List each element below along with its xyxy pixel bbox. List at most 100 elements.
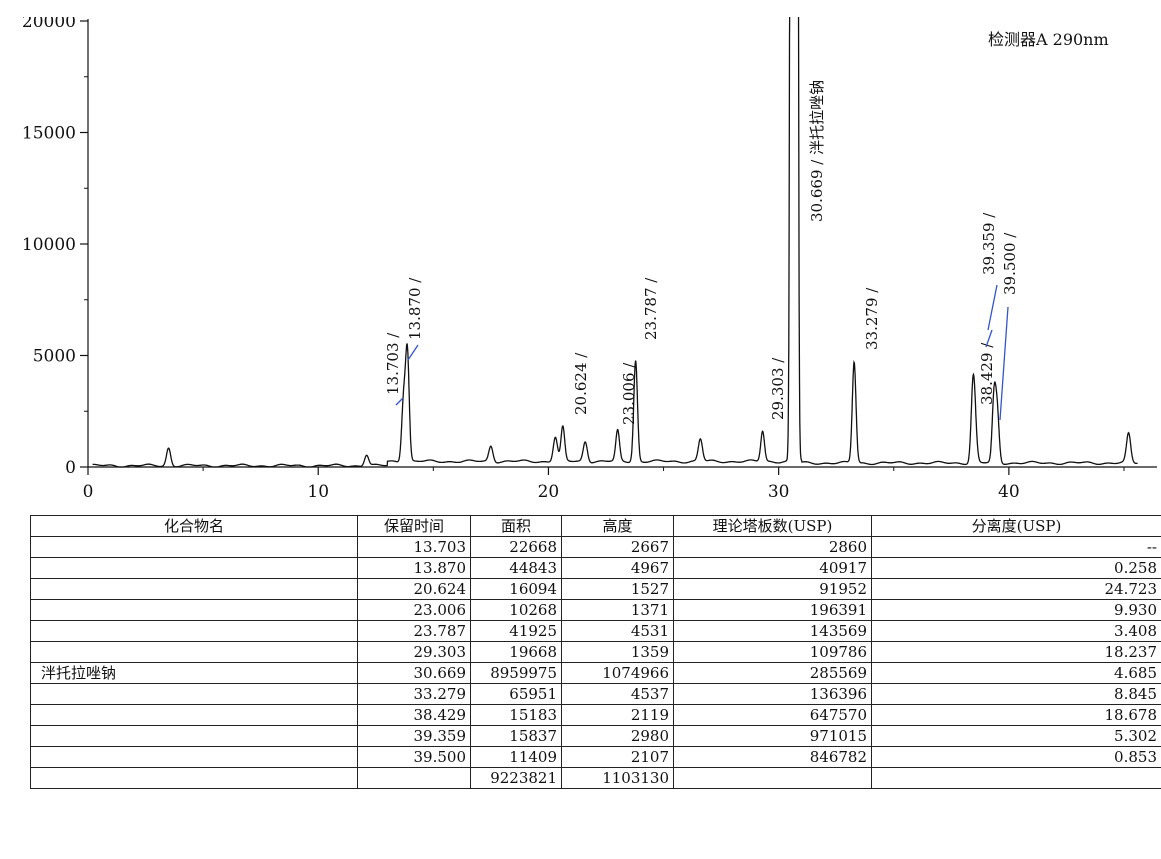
- table-cell: 9.930: [871, 599, 1161, 621]
- y-tick-label: 0: [65, 458, 76, 478]
- table-cell: [30, 704, 358, 726]
- table-cell: 1371: [561, 599, 674, 621]
- table-cell: 1359: [561, 641, 674, 663]
- table-row: 38.429 15183 2119 647570 18.678: [30, 704, 1161, 726]
- x-tick-label: 40: [998, 482, 1020, 502]
- table-cell: --: [871, 536, 1161, 558]
- table-cell: 285569: [673, 662, 872, 684]
- col-header-retention-time: 保留时间: [357, 515, 471, 537]
- table-cell: [357, 767, 471, 789]
- peak-leader-line: [985, 329, 993, 348]
- table-cell: [30, 557, 358, 579]
- peak-label: 13.870 /: [406, 277, 424, 340]
- table-cell: 2119: [561, 704, 674, 726]
- table-cell: 23.787: [357, 620, 471, 642]
- peak-label: 39.359 /: [980, 212, 998, 275]
- table-row: 20.624 16094 1527 91952 24.723: [30, 578, 1161, 600]
- table-cell: 2667: [561, 536, 674, 558]
- table-cell: 9223821: [470, 767, 562, 789]
- x-tick-label: 10: [307, 482, 329, 502]
- table-cell: 10268: [470, 599, 562, 621]
- table-cell: 24.723: [871, 578, 1161, 600]
- y-tick-label: 5000: [33, 347, 76, 367]
- col-header-resolution: 分离度(USP): [871, 515, 1161, 537]
- y-tick-label: 15000: [22, 124, 76, 144]
- table-cell: 15837: [470, 725, 562, 747]
- table-cell: 18.237: [871, 641, 1161, 663]
- table-row: 9223821 1103130: [30, 767, 1161, 789]
- table-cell: 16094: [470, 578, 562, 600]
- table-cell: [30, 599, 358, 621]
- peak-label: 13.703 /: [384, 332, 402, 395]
- x-tick-label: 30: [768, 482, 790, 502]
- table-cell: 13.870: [357, 557, 471, 579]
- table-cell: [30, 725, 358, 747]
- table-cell: 65951: [470, 683, 562, 705]
- table-cell: 1103130: [561, 767, 674, 789]
- table-cell: 2980: [561, 725, 674, 747]
- table-cell: 8.845: [871, 683, 1161, 705]
- col-header-height: 高度: [561, 515, 674, 537]
- table-cell: 4537: [561, 683, 674, 705]
- peak-label: 23.787 /: [642, 277, 660, 340]
- table-cell: 0.853: [871, 746, 1161, 768]
- table-cell: 647570: [673, 704, 872, 726]
- table-cell: 846782: [673, 746, 872, 768]
- table-cell: 3.408: [871, 620, 1161, 642]
- table-cell: 8959975: [470, 662, 562, 684]
- peak-label: 29.303 /: [769, 357, 787, 420]
- table-cell: 15183: [470, 704, 562, 726]
- table-cell: [30, 767, 358, 789]
- peak-leader-line: [407, 344, 419, 361]
- table-cell: [871, 767, 1161, 789]
- table-cell: 13.703: [357, 536, 471, 558]
- table-cell: 39.359: [357, 725, 471, 747]
- table-cell: 4531: [561, 620, 674, 642]
- table-cell: 30.669: [357, 662, 471, 684]
- peak-leader-line: [395, 397, 404, 406]
- peak-label: 23.006 /: [620, 362, 638, 425]
- table-row: 23.006 10268 1371 196391 9.930: [30, 599, 1161, 621]
- table-cell: 19668: [470, 641, 562, 663]
- table-row: 33.279 65951 4537 136396 8.845: [30, 683, 1161, 705]
- table-cell: 44843: [470, 557, 562, 579]
- table-cell: [673, 767, 872, 789]
- col-header-compound: 化合物名: [30, 515, 358, 537]
- table-row: 39.359 15837 2980 971015 5.302: [30, 725, 1161, 747]
- table-cell: [30, 641, 358, 663]
- peak-table: 化合物名 保留时间 面积 高度 理论塔板数(USP) 分离度(USP) 13.7…: [30, 515, 1161, 789]
- table-row: 13.870 44843 4967 40917 0.258: [30, 557, 1161, 579]
- peak-leader-line: [999, 306, 1009, 421]
- table-row: 13.703 22668 2667 2860 --: [30, 536, 1161, 558]
- table-cell: [30, 620, 358, 642]
- table-cell: 143569: [673, 620, 872, 642]
- table-cell: 20.624: [357, 578, 471, 600]
- table-cell: 11409: [470, 746, 562, 768]
- table-cell: 109786: [673, 641, 872, 663]
- table-cell: [30, 536, 358, 558]
- table-cell: 0.258: [871, 557, 1161, 579]
- table-cell: 2107: [561, 746, 674, 768]
- table-cell: 38.429: [357, 704, 471, 726]
- table-row: 23.787 41925 4531 143569 3.408: [30, 620, 1161, 642]
- col-header-plates: 理论塔板数(USP): [673, 515, 872, 537]
- table-row: 泮托拉唑钠 30.669 8959975 1074966 285569 4.685: [30, 662, 1161, 684]
- table-cell: 33.279: [357, 683, 471, 705]
- table-cell: [30, 683, 358, 705]
- peak-leader-line: [987, 284, 998, 331]
- x-tick-label: 0: [83, 482, 94, 502]
- table-cell: 23.006: [357, 599, 471, 621]
- table-cell: 40917: [673, 557, 872, 579]
- table-row: 29.303 19668 1359 109786 18.237: [30, 641, 1161, 663]
- col-header-area: 面积: [470, 515, 562, 537]
- peak-label: 33.279 /: [863, 287, 881, 350]
- table-cell: 4967: [561, 557, 674, 579]
- peak-label: 39.500 /: [1001, 232, 1019, 295]
- peak-label: 38.429 /: [978, 342, 996, 405]
- y-tick-label: 10000: [22, 235, 76, 255]
- table-cell: 2860: [673, 536, 872, 558]
- table-cell: 39.500: [357, 746, 471, 768]
- table-cell: 5.302: [871, 725, 1161, 747]
- peak-label: 20.624 /: [572, 352, 590, 415]
